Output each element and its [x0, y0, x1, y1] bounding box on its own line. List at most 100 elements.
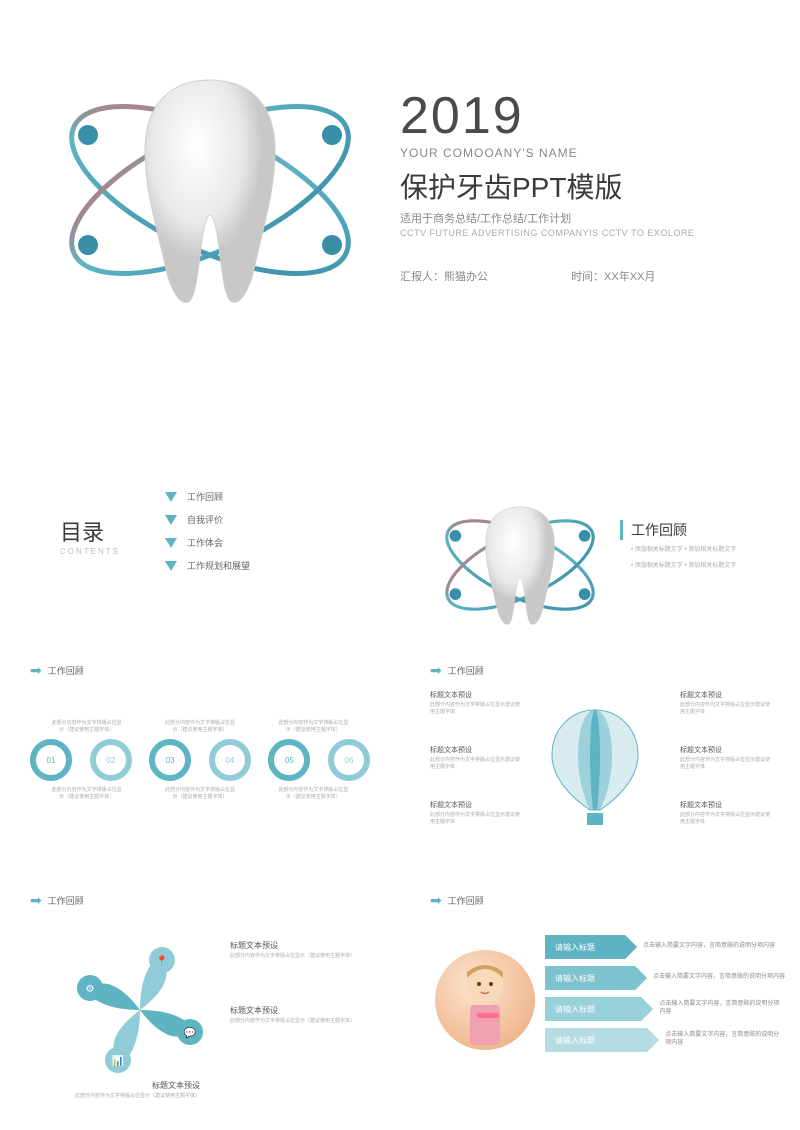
arrow-icon: ➡ — [30, 662, 42, 679]
svg-text:💬: 💬 — [184, 1026, 197, 1039]
label-title: 标题文本预设 — [680, 745, 770, 755]
slide-header: ➡ 工作回顾 — [400, 650, 800, 679]
triangle-icon — [165, 538, 177, 548]
label-sub: 此部分内容作为文字排版占位显示建议使用主题字体 — [680, 702, 770, 715]
toc-items: 工作回顾 自我评价 工作体会 工作规划和展望 — [165, 490, 250, 582]
toc-title: 目录 — [60, 515, 120, 547]
toc-item: 工作规划和展望 — [165, 559, 250, 572]
chain-label: 此部分内容作为文字排版占位显示（建议使用主题字体） — [277, 787, 349, 800]
toc-item-label: 工作回顾 — [187, 490, 223, 503]
chain-circle: 06 — [328, 739, 370, 781]
title-slide: 2019 YOUR COMOOANY'S NAME 保护牙齿PPT模版 适用于商… — [0, 0, 800, 440]
section-title: 工作回顾 — [620, 520, 736, 540]
label-title: 标题文本预设 — [430, 745, 520, 755]
label-item: 标题文本预设此部分内容作为文字排版占位显示建议使用主题字体 — [430, 690, 520, 715]
balloon-slide: ➡ 工作回顾 标题文本预设此部分内容作为文字排版占位显示建议使用主题字体 标题文… — [400, 650, 800, 880]
label-item: 标题文本预设此部分内容作为文字排版占位显示（建议使用主题字体） — [40, 1080, 200, 1100]
label-sub: 此部分内容作为文字排版占位显示（建议使用主题字体） — [230, 953, 360, 960]
triangle-icon — [165, 492, 177, 502]
chain-slide: ➡ 工作回顾 此部分内容作为文字排版占位显示（建议使用主题字体） 此部分内容作为… — [0, 650, 400, 880]
presenter: 汇报人：熊猫办公 — [400, 271, 488, 283]
time: 时间：XX年XX月 — [571, 271, 655, 283]
year: 2019 — [400, 90, 780, 142]
label-item: 标题文本预设此部分内容作为文字排版占位显示建议使用主题字体 — [680, 800, 770, 825]
label-title: 标题文本预设 — [230, 940, 360, 951]
chain-label: 此部分内容作为文字排版占位显示（建议使用主题字体） — [51, 787, 123, 800]
label-item: 标题文本预设此部分内容作为文字排版占位显示（建议使用主题字体） — [230, 940, 360, 960]
label-title: 标题文本预设 — [430, 690, 520, 700]
section-slide: 工作回顾 • 添加相关标题文字 • 添加相关标题文字 • 添加相关标题文字 • … — [400, 440, 800, 650]
label-item: 标题文本预设此部分内容作为文字排版占位显示建议使用主题字体 — [430, 800, 520, 825]
label-item: 标题文本预设此部分内容作为文字排版占位显示建议使用主题字体 — [430, 745, 520, 770]
subtitle-2: CCTV FUTURE ADVERTISING COMPANYIS CCTV T… — [400, 228, 780, 238]
chain-circle: 02 — [90, 739, 132, 781]
toc-item-label: 工作体会 — [187, 536, 223, 549]
slide-header-text: 工作回顾 — [48, 894, 84, 907]
slide-header-text: 工作回顾 — [448, 894, 484, 907]
chain-circle: 01 — [30, 739, 72, 781]
chain-label: 此部分内容作为文字排版占位显示（建议使用主题字体） — [277, 720, 349, 733]
arrow-desc: 点击输入简要文字内容，言简意赅的说明分项内容 — [659, 1001, 785, 1017]
slide-header: ➡ 工作回顾 — [400, 880, 800, 909]
chain-circle: 05 — [268, 739, 310, 781]
toc-subtitle: CONTENTS — [60, 547, 120, 556]
tooth-illustration-large — [40, 20, 380, 360]
toc-item: 工作回顾 — [165, 490, 250, 503]
arrow-desc: 点击输入简要文字内容，言简意赅的说明分项内容 — [665, 1032, 785, 1048]
arrow-chevron: 请输入标题.arrow-body[style*='#b5dce3']::afte… — [545, 1028, 647, 1052]
arrow-row: 请输入标题.arrow-body[style*='#5fb4c4']::afte… — [545, 935, 785, 959]
label-item: 标题文本预设此部分内容作为文字排版占位显示建议使用主题字体 — [680, 690, 770, 715]
triangle-icon — [165, 561, 177, 571]
toc-item: 工作体会 — [165, 536, 250, 549]
arrows-slide: ➡ 工作回顾 请输入标题.arrow-body[style*='#5fb4c4'… — [400, 880, 800, 1130]
label-sub: 此部分内容作为文字排版占位显示建议使用主题字体 — [430, 702, 520, 715]
chain-diagram: 此部分内容作为文字排版占位显示（建议使用主题字体） 此部分内容作为文字排版占位显… — [30, 720, 370, 800]
company-name: YOUR COMOOANY'S NAME — [400, 146, 780, 160]
triangle-icon — [165, 515, 177, 525]
pinwheel-diagram: ⚙ 📍 💬 📊 — [70, 940, 210, 1085]
label-title: 标题文本预设 — [680, 800, 770, 810]
toc-item: 自我评价 — [165, 513, 250, 526]
arrow-icon: ➡ — [30, 892, 42, 909]
arrow-icon: ➡ — [430, 892, 442, 909]
arrow-chevron: 请输入标题.arrow-body[style*='#99d1da']::afte… — [545, 997, 641, 1021]
title-text-block: 2019 YOUR COMOOANY'S NAME 保护牙齿PPT模版 适用于商… — [400, 90, 780, 284]
arrow-list: 请输入标题.arrow-body[style*='#5fb4c4']::afte… — [545, 935, 785, 1059]
chain-label: 此部分内容作为文字排版占位显示（建议使用主题字体） — [164, 720, 236, 733]
chain-label: 此部分内容作为文字排版占位显示（建议使用主题字体） — [51, 720, 123, 733]
slide-header: ➡ 工作回顾 — [0, 880, 400, 909]
tooth-illustration-small — [430, 475, 610, 635]
presenter-row: 汇报人：熊猫办公 时间：XX年XX月 — [400, 268, 780, 284]
label-sub: 此部分内容作为文字排版占位显示建议使用主题字体 — [430, 812, 520, 825]
chain-label: 此部分内容作为文字排版占位显示（建议使用主题字体） — [164, 787, 236, 800]
label-item: 标题文本预设此部分内容作为文字排版占位显示（建议使用主题字体） — [230, 1005, 360, 1025]
toc-slide: 目录 CONTENTS 工作回顾 自我评价 工作体会 工作规划和展望 — [0, 440, 400, 650]
label-sub: 此部分内容作为文字排版占位显示建议使用主题字体 — [680, 812, 770, 825]
section-sub-1: • 添加相关标题文字 • 添加相关标题文字 — [620, 546, 736, 556]
label-title: 标题文本预设 — [680, 690, 770, 700]
label-sub: 此部分内容作为文字排版占位显示（建议使用主题字体） — [40, 1093, 200, 1100]
label-title: 标题文本预设 — [40, 1080, 200, 1091]
toc-item-label: 自我评价 — [187, 513, 223, 526]
pinwheel-slide: ➡ 工作回顾 ⚙ 📍 💬 📊 标题文本预设此部分内容作为文字排版占位显示（建议使… — [0, 880, 400, 1130]
arrow-row: 请输入标题.arrow-body[style*='#7cc3cf']::afte… — [545, 966, 785, 990]
arrow-desc: 点击输入简要文字内容，言简意赅的说明分项内容 — [643, 943, 775, 951]
label-title: 标题文本预设 — [430, 800, 520, 810]
balloon-icon — [540, 705, 650, 835]
chain-circle: 03 — [149, 739, 191, 781]
section-sub-2: • 添加相关标题文字 • 添加相关标题文字 — [620, 562, 736, 572]
slide-header-text: 工作回顾 — [448, 664, 484, 677]
arrow-chevron: 请输入标题.arrow-body[style*='#7cc3cf']::afte… — [545, 966, 635, 990]
toc-item-label: 工作规划和展望 — [187, 559, 250, 572]
toc-title-block: 目录 CONTENTS — [60, 515, 120, 556]
label-sub: 此部分内容作为文字排版占位显示建议使用主题字体 — [430, 757, 520, 770]
arrow-row: 请输入标题.arrow-body[style*='#99d1da']::afte… — [545, 997, 785, 1021]
avatar-image — [435, 950, 535, 1050]
arrow-icon: ➡ — [430, 662, 442, 679]
section-title-block: 工作回顾 • 添加相关标题文字 • 添加相关标题文字 • 添加相关标题文字 • … — [620, 520, 736, 571]
svg-text:⚙: ⚙ — [86, 984, 95, 995]
label-sub: 此部分内容作为文字排版占位显示建议使用主题字体 — [680, 757, 770, 770]
label-title: 标题文本预设 — [230, 1005, 360, 1016]
label-item: 标题文本预设此部分内容作为文字排版占位显示建议使用主题字体 — [680, 745, 770, 770]
arrow-chevron: 请输入标题.arrow-body[style*='#5fb4c4']::afte… — [545, 935, 625, 959]
